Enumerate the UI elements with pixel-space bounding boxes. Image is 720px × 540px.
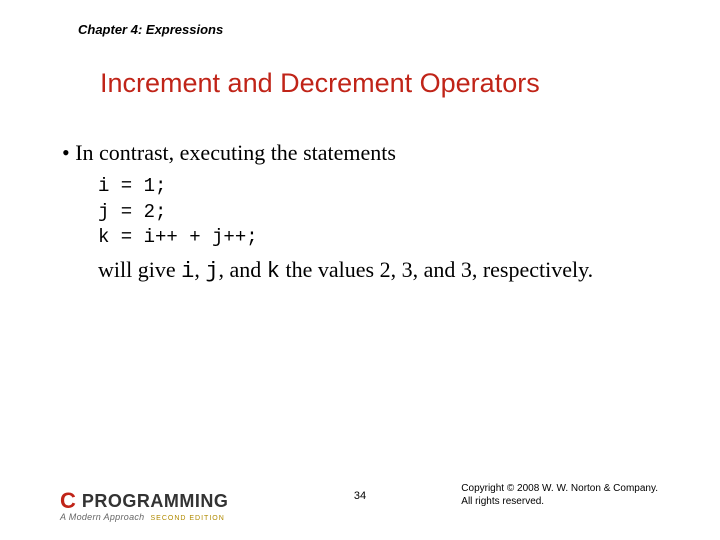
code-block: i = 1; j = 2; k = i++ + j++; <box>98 174 660 251</box>
followup-text: will give i, j, and k the values 2, 3, a… <box>98 255 658 287</box>
follow-a: will give <box>98 257 181 282</box>
footer: C PROGRAMMING A Modern ApproachSECOND ED… <box>0 476 720 522</box>
inline-code-k: k <box>267 259 280 284</box>
follow-b: , <box>194 257 205 282</box>
code-line-1: i = 1; <box>98 175 166 197</box>
bullet-1: In contrast, executing the statements <box>62 140 660 166</box>
logo-sub-text: A Modern Approach <box>60 512 144 522</box>
code-line-3: k = i++ + j++; <box>98 226 258 248</box>
chapter-header: Chapter 4: Expressions <box>78 22 223 37</box>
follow-c: , and <box>219 257 267 282</box>
slide: Chapter 4: Expressions Increment and Dec… <box>0 0 720 540</box>
slide-title: Increment and Decrement Operators <box>100 68 540 99</box>
logo-subtitle: A Modern Approach SECOND EDITION <box>60 512 228 522</box>
inline-code-j: j <box>205 259 218 284</box>
inline-code-i: i <box>181 259 194 284</box>
slide-body: In contrast, executing the statements i … <box>62 140 660 287</box>
copyright-line-2: All rights reserved. <box>461 496 658 509</box>
logo-edition: SECOND EDITION <box>150 515 224 522</box>
code-line-2: j = 2; <box>98 201 166 223</box>
follow-d: the values 2, 3, and 3, respectively. <box>280 257 593 282</box>
copyright: Copyright © 2008 W. W. Norton & Company.… <box>461 483 658 508</box>
copyright-line-1: Copyright © 2008 W. W. Norton & Company. <box>461 483 658 496</box>
